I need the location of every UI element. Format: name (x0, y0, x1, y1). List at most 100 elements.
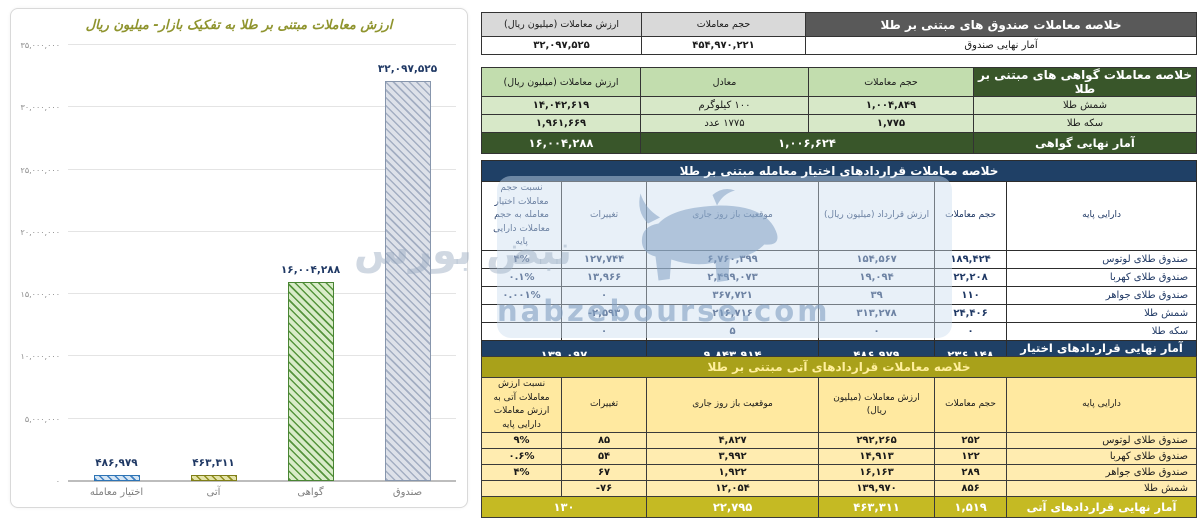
table-row: صندوق طلای کهربا ۱۲۲ ۱۴,۹۱۳ ۳,۹۹۲ ۵۴ ۰.۶… (480, 448, 1198, 465)
value-cell: ۲۹۲,۲۶۵ (818, 432, 936, 449)
asset-cell: شمش طلا (1006, 480, 1198, 497)
table-title: خلاصه معاملات قراردادهای اختیار معامله م… (480, 160, 1198, 182)
y-axis-tick-label: ۱۵,۰۰۰,۰۰۰ (20, 290, 60, 300)
table-title: خلاصه معاملات صندوق های مبتنی بر طلا (805, 12, 1197, 37)
chart-bar (384, 81, 431, 481)
y-axis-tick-label: ۳۵,۰۰۰,۰۰۰ (20, 41, 60, 50)
volume-cell: ۲۲,۲۰۸ (934, 267, 1008, 287)
open-positions-cell: ۶,۷۶۰,۳۹۹ (646, 249, 820, 269)
ratio-cell (480, 321, 563, 341)
change-cell: ۰ (561, 321, 648, 341)
column-header-asset: دارایی پایه (1006, 181, 1198, 251)
chart-bar (93, 474, 140, 481)
column-header-volume: حجم معاملات (641, 12, 806, 37)
ratio-cell (480, 303, 563, 323)
open-positions-cell: ۳۶۷,۷۲۱ (646, 285, 820, 305)
volume-cell: ۴۵۴,۹۷۰,۲۲۱ (641, 36, 806, 55)
table-title: خلاصه معاملات قراردادهای آتی مبتنی بر طل… (480, 356, 1198, 378)
table-title-row: خلاصه معاملات قراردادهای آتی مبتنی بر طل… (480, 356, 1198, 378)
x-axis-category-label: آتی (206, 487, 221, 498)
table-row: صندوق طلای لوتوس ۱۸۹,۴۲۴ ۱۵۴,۵۶۷ ۶,۷۶۰,۳… (480, 249, 1198, 269)
open-positions-cell: ۱,۹۲۲ (646, 464, 820, 481)
gridline (68, 355, 456, 357)
open-positions-cell: ۲,۴۹۹,۰۷۳ (646, 267, 820, 287)
asset-cell: سکه طلا (1006, 321, 1198, 341)
options-summary-table: خلاصه معاملات قراردادهای اختیار معامله م… (480, 160, 1198, 370)
x-axis-category-label: اختیار معامله (89, 487, 144, 498)
asset-cell: شمش طلا (1006, 303, 1198, 323)
change-cell: ۱۳,۹۶۶ (561, 267, 648, 287)
asset-cell: صندوق طلای کهربا (1006, 267, 1198, 287)
column-header-value: ارزش معاملات (میلیون ریال) (481, 67, 641, 97)
futures-summary-table: خلاصه معاملات قراردادهای آتی مبتنی بر طل… (480, 356, 1198, 518)
value-cell: ۱۴,۹۱۳ (818, 448, 936, 465)
column-header-change: تغییرات (561, 377, 648, 433)
column-header-ratio: نسبت ارزش معاملات آتی به ارزش معاملات دا… (480, 377, 563, 433)
volume-cell: ۱۲۲ (934, 448, 1008, 465)
open-positions-cell: ۴,۸۲۷ (646, 432, 820, 449)
value-cell: ۳۲,۰۹۷,۵۲۵ (481, 36, 642, 55)
volume-cell: ۱۱۰ (934, 285, 1008, 305)
footer-total-open-positions: ۲۲,۷۹۵ (646, 496, 820, 518)
table-title-row: خلاصه معاملات قراردادهای اختیار معامله م… (480, 160, 1198, 182)
chart-plot-area: ۴۸۶,۹۷۹ ۴۶۳,۳۱۱ ۱۶,۰۰۴,۲۸۸ ۳۲,۰۹۷,۵۲۵ (68, 44, 456, 482)
gridline (68, 230, 456, 232)
asset-cell: صندوق طلای لوتوس (1006, 249, 1198, 269)
column-header-change: تغییرات (561, 181, 648, 251)
footer-total-change: ۱۳۰ (480, 496, 648, 518)
ratio-cell: ۴% (480, 249, 563, 269)
open-positions-cell: ۱۲,۰۵۴ (646, 480, 820, 497)
table-row: شمش طلا ۸۵۶ ۱۳۹,۹۷۰ ۱۲,۰۵۴ -۷۶ (480, 480, 1198, 497)
table-header-row: دارایی پایه حجم معاملات ارزش معاملات (می… (480, 377, 1198, 433)
table-row: آمار نهایی صندوق ۴۵۴,۹۷۰,۲۲۱ ۳۲,۰۹۷,۵۲۵ (481, 36, 1197, 55)
bar-value-label: ۱۶,۰۰۴,۲۸۸ (280, 263, 341, 276)
column-header-value: ارزش معاملات (میلیون ریال) (818, 377, 936, 433)
asset-cell: شمش طلا (973, 96, 1197, 115)
column-header-volume: حجم معاملات (934, 377, 1008, 433)
volume-cell: ۰ (934, 321, 1008, 341)
table-row: صندوق طلای جواهر ۲۸۹ ۱۶,۱۶۳ ۱,۹۲۲ ۶۷ ۴% (480, 464, 1198, 481)
table-footer-row: آمار نهایی قراردادهای آتی ۱,۵۱۹ ۴۶۳,۳۱۱ … (480, 496, 1198, 518)
asset-cell: سکه طلا (973, 114, 1197, 133)
value-cell: ۱۶,۱۶۳ (818, 464, 936, 481)
gridline (68, 417, 456, 419)
footer-total-volume: ۱,۵۱۹ (934, 496, 1008, 518)
table-row: شمش طلا ۱,۰۰۴,۸۴۹ ۱۰۰ کیلوگرم ۱۴,۰۴۲,۶۱۹ (481, 96, 1197, 115)
ratio-cell: ۹% (480, 432, 563, 449)
gold-trades-bar-chart-card: ارزش معاملات مبتنی بر طلا به تفکیک بازار… (10, 8, 468, 508)
column-header-value: ارزش قرارداد (میلیون ریال) (818, 181, 936, 251)
table-row: صندوق طلای جواهر ۱۱۰ ۳۹ ۳۶۷,۷۲۱ ۰ ۰.۰۰۱% (480, 285, 1198, 305)
row-label: آمار نهایی صندوق (805, 36, 1197, 55)
volume-cell: ۲۴,۴۰۶ (934, 303, 1008, 323)
open-positions-cell: ۵ (646, 321, 820, 341)
value-cell: ۱۹,۰۹۴ (818, 267, 936, 287)
change-cell: ۶۷ (561, 464, 648, 481)
column-header-volume: حجم معاملات (934, 181, 1008, 251)
gridline (68, 106, 456, 108)
volume-cell: ۱,۰۰۴,۸۴۹ (808, 96, 974, 115)
asset-cell: صندوق طلای کهربا (1006, 448, 1198, 465)
volume-cell: ۱,۷۷۵ (808, 114, 974, 133)
footer-total-value: ۱۶,۰۰۴,۲۸۸ (481, 132, 641, 154)
change-cell: ۱۲۷,۷۴۴ (561, 249, 648, 269)
gridline (68, 480, 456, 481)
chart-bar (190, 475, 237, 481)
equivalent-cell: ۱۰۰ کیلوگرم (640, 96, 809, 115)
asset-cell: صندوق طلای لوتوس (1006, 432, 1198, 449)
change-cell: -۲,۵۹۳ (561, 303, 648, 323)
change-cell: ۰ (561, 285, 648, 305)
open-positions-cell: ۲۱۶,۷۱۶ (646, 303, 820, 323)
equivalent-cell: ۱۷۷۵ عدد (640, 114, 809, 133)
x-axis: اختیار معامله آتی گواهی صندوق (68, 487, 456, 507)
y-axis: ۰ ۵,۰۰۰,۰۰۰ ۱۰,۰۰۰,۰۰۰ ۱۵,۰۰۰,۰۰۰ ۲۰,۰۰۰,۰۰۰… (13, 41, 63, 486)
gridline (68, 44, 456, 45)
x-axis-category-label: صندوق (392, 487, 423, 498)
value-cell: ۳۹ (818, 285, 936, 305)
footer-label: آمار نهایی قراردادهای آتی (1006, 496, 1198, 518)
volume-cell: ۲۸۹ (934, 464, 1008, 481)
value-cell: ۰ (818, 321, 936, 341)
change-cell: ۵۴ (561, 448, 648, 465)
chart-title: ارزش معاملات مبتنی بر طلا به تفکیک بازار… (85, 18, 393, 33)
table-title: خلاصه معاملات گواهی های مبتنی بر طلا (973, 67, 1197, 97)
ratio-cell: ۰.۶% (480, 448, 563, 465)
